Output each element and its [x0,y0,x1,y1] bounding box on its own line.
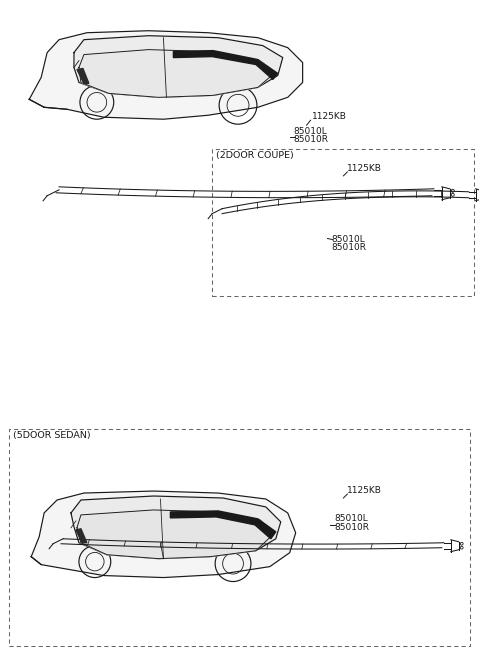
Text: 1125KB: 1125KB [312,112,347,121]
Polygon shape [173,51,278,79]
Polygon shape [170,511,276,539]
Polygon shape [76,529,87,543]
Polygon shape [71,496,281,559]
Polygon shape [79,50,273,97]
Text: 85010R: 85010R [335,523,370,532]
Polygon shape [29,31,302,119]
Text: (2DOOR COUPE): (2DOOR COUPE) [216,151,294,160]
Text: 85010L: 85010L [294,127,327,136]
Polygon shape [31,491,296,577]
Polygon shape [74,35,283,97]
Text: 85010R: 85010R [294,135,329,144]
Polygon shape [77,510,274,559]
Text: (5DOOR SEDAN): (5DOOR SEDAN) [13,432,91,440]
Text: 85010R: 85010R [332,243,366,253]
Text: 85010L: 85010L [335,514,368,523]
Text: 1125KB: 1125KB [348,486,382,495]
Text: 1125KB: 1125KB [348,164,382,173]
Text: 85010L: 85010L [332,234,365,243]
Polygon shape [77,68,89,83]
